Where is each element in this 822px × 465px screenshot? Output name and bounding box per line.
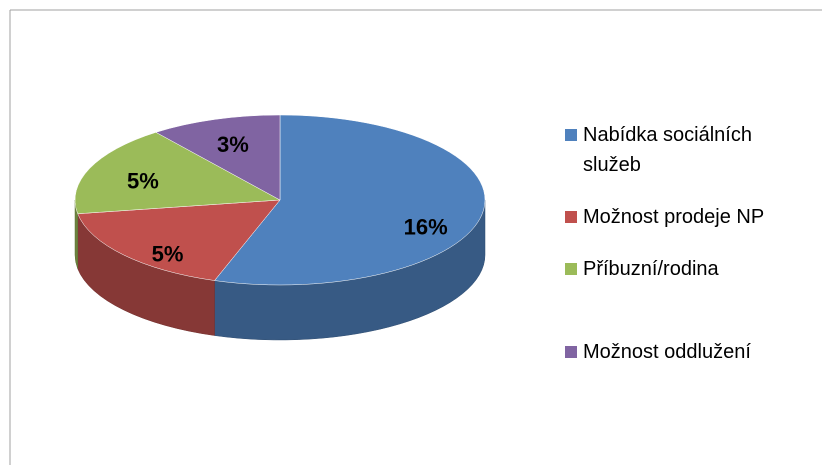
- pie-slice: [74, 132, 281, 215]
- pie-slice: [155, 114, 281, 201]
- data-label: 5%: [127, 168, 159, 193]
- legend-item: Příbuzní/rodina: [565, 254, 798, 284]
- legend-label: Možnost oddlužení: [583, 341, 751, 363]
- legend-swatch: [565, 129, 577, 141]
- legend-swatch: [565, 346, 577, 358]
- legend-label: Možnost prodeje NP: [583, 206, 765, 228]
- data-label: 5%: [152, 242, 184, 267]
- legend-swatch: [565, 263, 577, 275]
- data-label: 16%: [404, 215, 448, 240]
- legend-label: Příbuzní/rodina: [583, 258, 719, 280]
- legend-item: Nabídka sociálních služeb: [565, 120, 798, 180]
- legend-item: Možnost prodeje NP: [565, 202, 798, 232]
- legend-label: Nabídka sociálních služeb: [583, 124, 752, 176]
- legend-swatch: [565, 211, 577, 223]
- legend-item: Možnost oddlužení: [565, 337, 798, 367]
- pie-slice: [214, 114, 486, 286]
- pie-slice: [77, 199, 281, 281]
- data-label: 3%: [217, 132, 249, 157]
